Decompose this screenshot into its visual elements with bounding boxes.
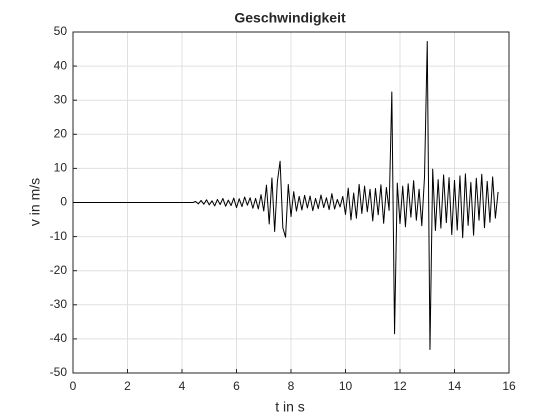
y-tick-label: -30 <box>50 297 68 311</box>
x-tick-label: 10 <box>339 379 353 393</box>
line-series <box>73 41 499 350</box>
y-axis-label: v in m/s <box>27 178 43 226</box>
x-tick-label: 8 <box>288 379 295 393</box>
x-tick-label: 14 <box>448 379 462 393</box>
y-tick-label: 50 <box>54 24 68 38</box>
y-tick-label: -10 <box>50 229 68 243</box>
x-axis-label: t in s <box>275 399 305 415</box>
y-tick-label: -20 <box>50 263 68 277</box>
y-tick-label: -40 <box>50 331 68 345</box>
chart-title: Geschwindigkeit <box>234 10 346 26</box>
y-tick-label: 0 <box>60 195 67 209</box>
y-tick-label: 40 <box>54 58 68 72</box>
y-tick-label: -50 <box>50 365 68 379</box>
y-tick-label: 10 <box>54 161 68 175</box>
x-tick-label: 2 <box>124 379 131 393</box>
x-tick-label: 12 <box>393 379 407 393</box>
x-tick-label: 0 <box>70 379 77 393</box>
x-tick-label: 16 <box>502 379 516 393</box>
y-tick-label: 20 <box>54 126 68 140</box>
x-tick-label: 4 <box>179 379 186 393</box>
y-tick-label: 30 <box>54 92 68 106</box>
x-tick-label: 6 <box>233 379 240 393</box>
